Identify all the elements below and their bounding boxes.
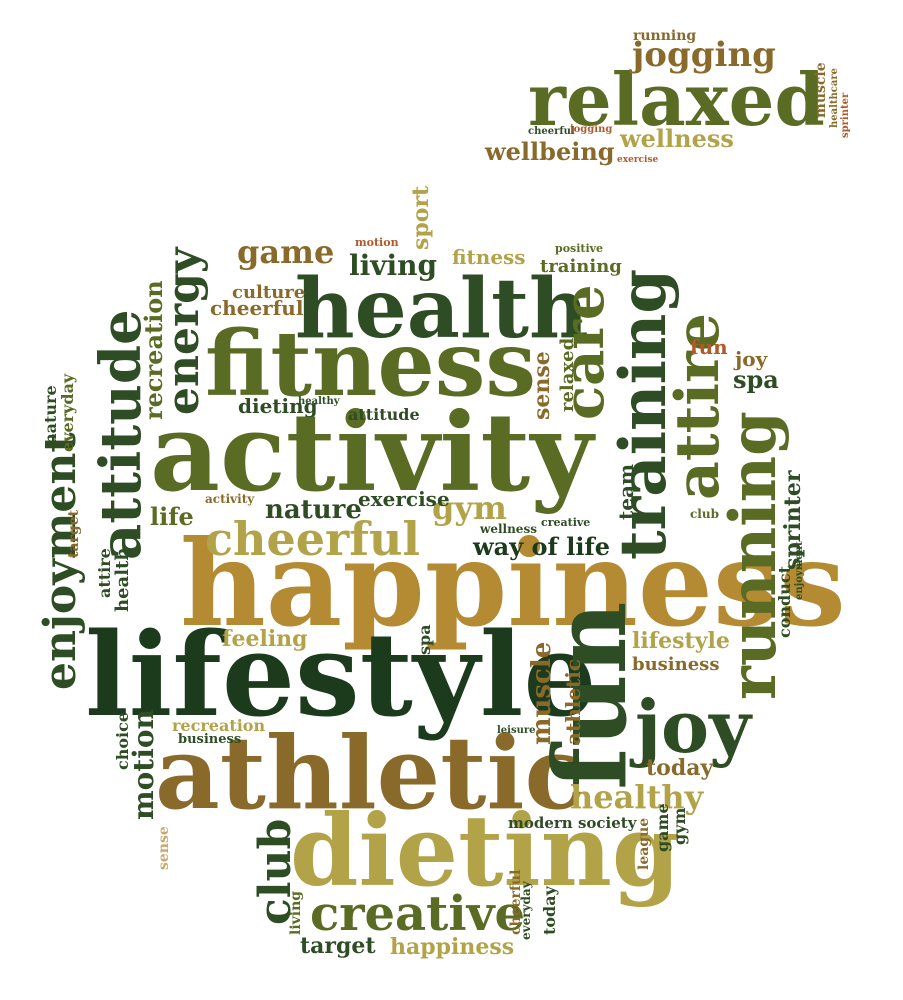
word-today-main: today xyxy=(646,755,714,781)
word-today-small: today xyxy=(540,885,559,935)
word-choice-main: choice xyxy=(113,712,132,770)
word-modern-society: modern society xyxy=(508,814,638,832)
word-nature-main: nature xyxy=(265,495,362,525)
word-nature-small: nature xyxy=(41,385,60,445)
word-fun-small: fun xyxy=(690,335,728,359)
word-cheerful-tiny: cheerful xyxy=(528,126,575,137)
word-muscle-main: muscle xyxy=(527,642,557,745)
word-cheerful-small2: cheerful xyxy=(508,870,524,935)
word-happiness-main: happiness xyxy=(180,514,846,653)
word-training-small: training xyxy=(540,256,622,277)
word-jogging-main: jogging xyxy=(629,35,776,75)
word-fun-main: fun xyxy=(531,602,649,790)
word-training-main: training xyxy=(606,269,681,560)
word-attitude-main: attitude xyxy=(88,309,154,560)
word-recreation-small: recreation xyxy=(172,716,265,735)
word-positive-small: positive xyxy=(555,242,603,255)
word-feeling-main: feeling xyxy=(222,626,308,652)
word-everyday-main: everyday xyxy=(58,373,77,452)
word-way-of-life-main: way of life xyxy=(472,532,610,561)
word-enjoyment-small: enjoyment xyxy=(794,541,805,600)
word-game-main: game xyxy=(237,233,334,271)
word-joy-small: joy xyxy=(733,347,769,371)
word-care-main: care xyxy=(551,284,617,420)
word-wellbeing-main: wellbeing xyxy=(484,137,615,166)
word-activity-small: activity xyxy=(205,492,255,506)
word-conduct-main: conduct xyxy=(775,565,794,638)
word-life-main: life xyxy=(150,502,194,531)
word-game-small: game xyxy=(653,803,672,852)
word-club-main: club xyxy=(250,819,301,925)
word-wellness-main: wellness xyxy=(619,124,734,153)
word-living-small: living xyxy=(288,891,304,935)
word-everyday-small: everyday xyxy=(519,880,533,940)
word-motion-tiny: motion xyxy=(355,236,399,249)
word-exercise-main: exercise xyxy=(358,487,450,511)
word-attitude-small: attitude xyxy=(348,405,420,424)
word-relaxed-main: relaxed xyxy=(528,57,825,142)
word-attire-main: attire xyxy=(663,313,733,500)
word-jogging-tiny: jogging xyxy=(569,124,612,135)
word-running-small: running xyxy=(633,28,696,44)
word-spa-small: spa xyxy=(415,624,434,655)
word-healthcare-small: healthcare xyxy=(829,68,840,128)
word-muscle-small: muscle xyxy=(813,62,829,118)
word-team-main: team xyxy=(614,464,638,520)
word-running-main: running xyxy=(716,411,791,700)
word-gym-small: gym xyxy=(670,808,689,845)
word-sense-main: sense xyxy=(529,351,555,420)
word-attire-small: attire xyxy=(95,548,114,598)
word-health-main: health xyxy=(295,261,589,357)
word-business-small: business xyxy=(178,732,241,747)
word-relaxed-small: relaxed xyxy=(557,337,578,412)
word-exercise-tiny: exercise xyxy=(617,155,659,165)
word-target-main: target xyxy=(300,933,376,959)
word-creative-small: creative xyxy=(541,516,590,529)
word-activity-main: activity xyxy=(150,390,596,516)
word-sense-small: sense xyxy=(156,826,172,870)
word-sprinter-small: sprinter xyxy=(840,92,851,138)
word-business-main: business xyxy=(632,654,719,675)
word-sprinter-main: sprinter xyxy=(780,470,806,570)
word-lifestyle-small: lifestyle xyxy=(632,628,730,654)
word-dieting-main: dieting xyxy=(290,794,680,909)
word-sport-main: sport xyxy=(408,185,434,250)
word-cheerful-small: cheerful xyxy=(210,296,304,320)
word-dieting-small: dieting xyxy=(238,394,318,418)
word-healthy-main: healthy xyxy=(570,778,705,816)
word-lifestyle-main: lifestyle xyxy=(85,608,597,743)
word-healthy-small: healthy xyxy=(298,396,341,407)
word-club-small: club xyxy=(690,507,719,521)
word-target-small: target xyxy=(66,509,82,558)
word-recreation-main: recreation xyxy=(139,280,168,420)
word-happiness-small: happiness xyxy=(390,934,514,960)
word-athletic-main: athletic xyxy=(155,714,585,832)
word-wellness-small: wellness xyxy=(479,522,537,536)
word-leisure-small: leisure xyxy=(497,725,536,736)
word-spa-main: spa xyxy=(733,365,779,394)
word-culture-main: culture xyxy=(232,282,305,303)
word-creative-main: creative xyxy=(310,886,525,942)
word-fitness-small: fitness xyxy=(452,245,526,269)
word-athletic-small: athletic xyxy=(561,659,585,745)
word-league-main: league xyxy=(636,818,652,870)
word-living-main: living xyxy=(349,249,437,282)
word-fitness-main: fitness xyxy=(205,311,536,417)
word-energy-main: energy xyxy=(158,246,209,415)
word-motion-main: motion xyxy=(127,709,160,820)
word-gym-main: gym xyxy=(432,489,507,527)
word-joy-main: joy xyxy=(629,684,753,769)
word-health-small: health xyxy=(112,548,133,612)
word-enjoyment-main: enjoyment xyxy=(35,432,86,690)
word-cheerful-main: cheerful xyxy=(205,512,420,566)
